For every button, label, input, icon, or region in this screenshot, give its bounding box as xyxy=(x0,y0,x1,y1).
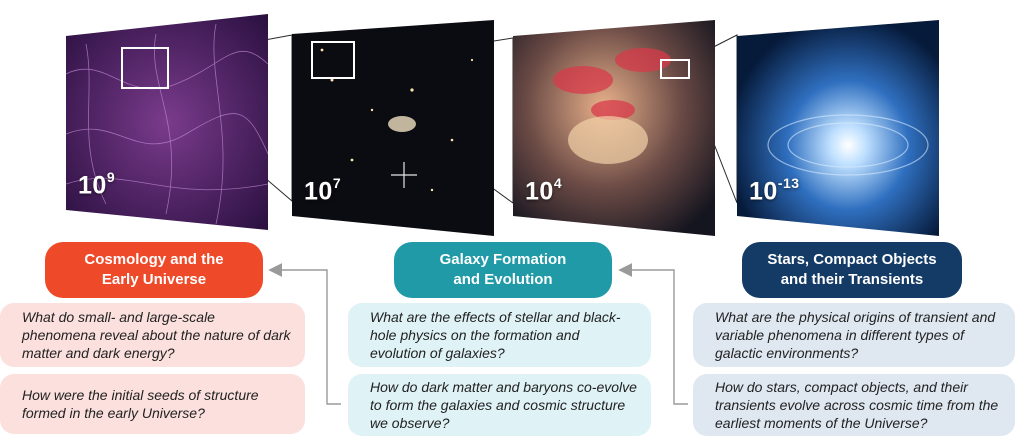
question-stars-2: How do stars, compact objects, and their… xyxy=(693,374,1015,436)
panel-merging-galaxies: 104 xyxy=(513,20,715,236)
cosmic-web-image xyxy=(66,14,268,230)
panel-galaxy-field: 107 xyxy=(292,20,494,236)
question-cosmology-1: What do small- and large-scale phenomena… xyxy=(0,303,305,367)
scale-label: 104 xyxy=(525,174,563,205)
panel-compact-object: 10-13 xyxy=(737,20,939,236)
question-galaxy-1: What are the effects of stellar and blac… xyxy=(348,303,651,367)
theme-galaxy-title: Galaxy Formation and Evolution xyxy=(394,242,612,298)
theme-cosmology-title: Cosmology and the Early Universe xyxy=(45,242,263,298)
merging-galaxies-image xyxy=(513,20,715,236)
scale-label: 10-13 xyxy=(749,174,800,205)
deep-field-image xyxy=(292,20,494,236)
compact-object-image xyxy=(737,20,939,236)
zoom-box-1 xyxy=(121,47,169,89)
panel-cosmic-web: 109 xyxy=(66,14,268,230)
scale-label: 107 xyxy=(304,174,342,205)
question-cosmology-2: How were the initial seeds of structure … xyxy=(0,374,305,434)
question-galaxy-2: How do dark matter and baryons co-evolve… xyxy=(348,374,651,436)
zoom-box-3 xyxy=(660,59,690,79)
question-stars-1: What are the physical origins of transie… xyxy=(693,303,1015,367)
theme-stars-title: Stars, Compact Objects and their Transie… xyxy=(742,242,962,298)
zoom-box-2 xyxy=(311,41,355,79)
scale-label: 109 xyxy=(78,168,116,199)
